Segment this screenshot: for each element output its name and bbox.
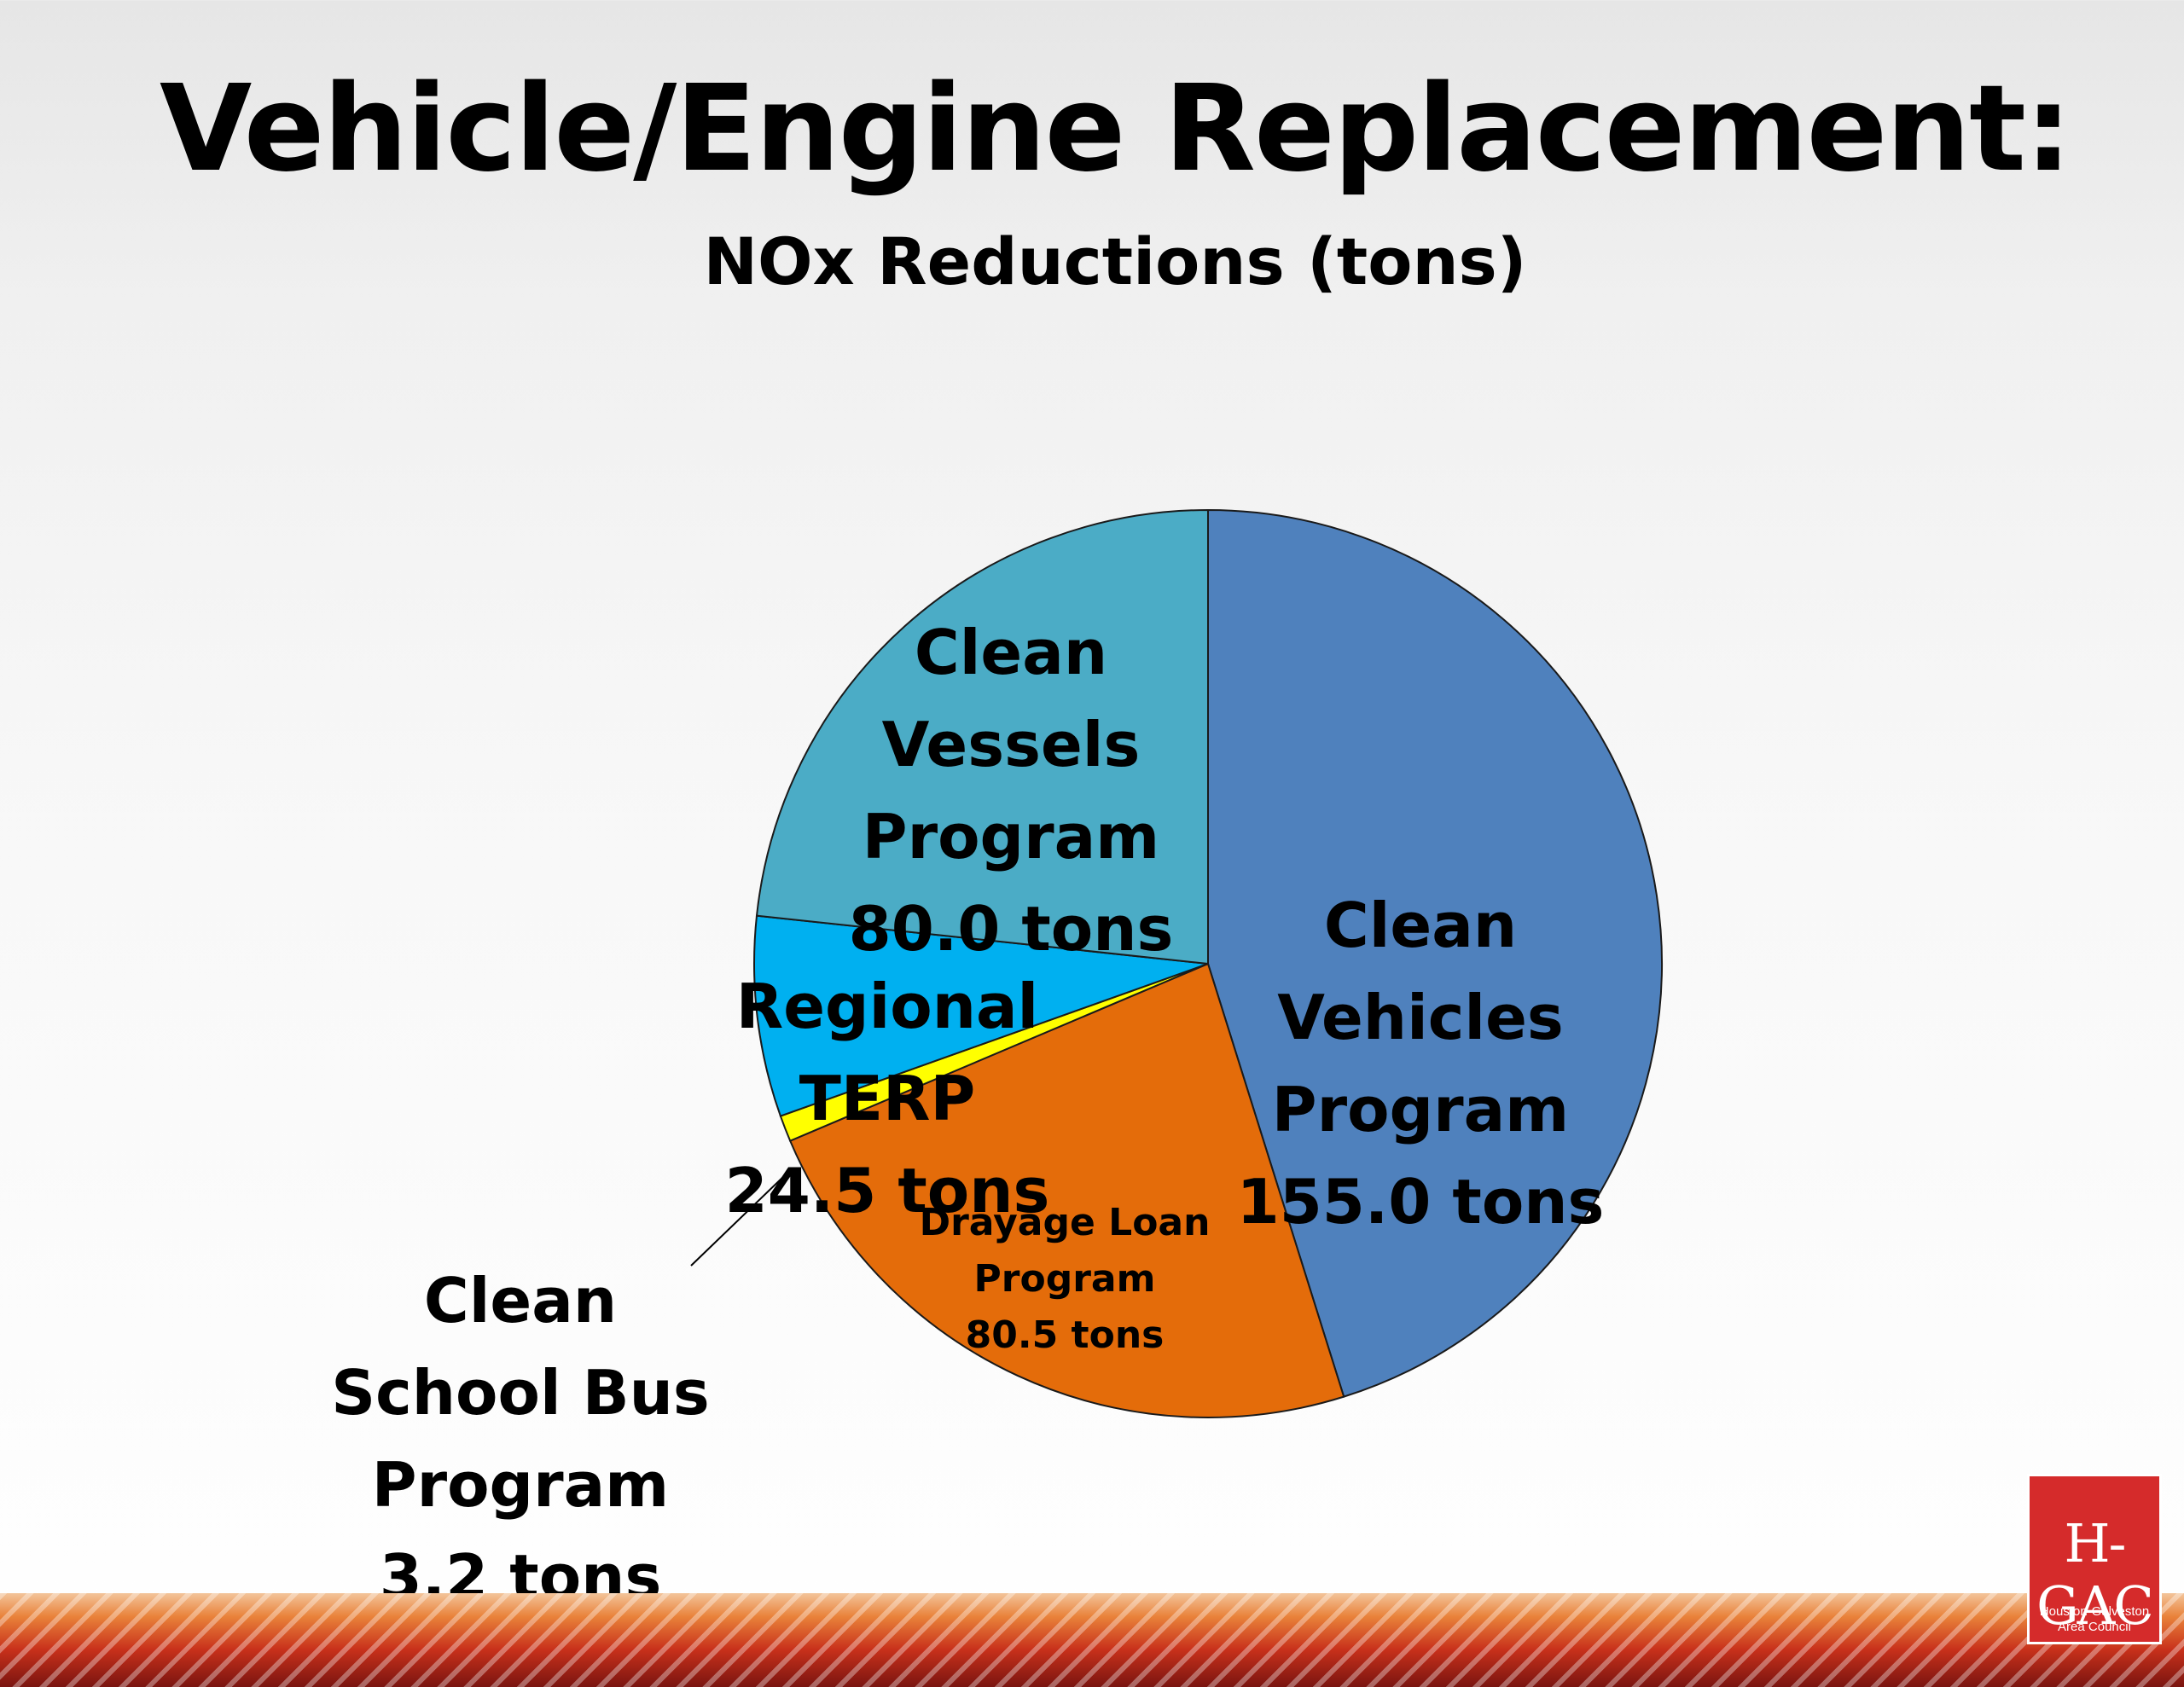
slice-label-clean-vehicles-line: Vehicles bbox=[1277, 982, 1564, 1053]
slice-label-clean-school-bus: Clean School Bus Program 3.2 tons bbox=[331, 1265, 709, 1613]
slide-subtitle: NOx Reductions (tons) bbox=[703, 223, 1527, 299]
slice-label-clean-vehicles-line: Program bbox=[1272, 1074, 1569, 1145]
slice-label-drayage-loan-line: Program bbox=[974, 1257, 1156, 1301]
pie-slice-1 bbox=[788, 962, 1345, 1418]
pie-slice-4 bbox=[755, 508, 1209, 965]
slice-label-regional-terp-line: Regional bbox=[736, 971, 1038, 1042]
slice-label-clean-vessels: Clean Vessels Program 80.0 tons bbox=[849, 617, 1174, 965]
leader-line-clean-school-bus bbox=[690, 1174, 786, 1267]
hgac-logo: H-GAC Houston-Galveston Area Council bbox=[2027, 1474, 2162, 1644]
slice-label-clean-vessels-line: 80.0 tons bbox=[849, 893, 1174, 965]
slice-label-clean-vehicles-line: Clean bbox=[1324, 890, 1517, 961]
slice-label-clean-school-bus-line: Clean bbox=[424, 1265, 617, 1336]
slice-label-clean-vessels-line: Vessels bbox=[882, 709, 1141, 780]
slice-label-regional-terp-line: 24.5 tons bbox=[725, 1155, 1050, 1226]
pie-slice-0 bbox=[1207, 508, 1663, 1398]
slice-label-drayage-loan: Drayage Loan Program 80.5 tons bbox=[920, 1201, 1211, 1357]
slice-label-clean-school-bus-line: Program bbox=[372, 1449, 669, 1521]
slice-label-drayage-loan-line: Drayage Loan bbox=[920, 1201, 1211, 1244]
slide-title: Vehicle/Engine Replacement: bbox=[159, 60, 2072, 199]
footer-decorative-band bbox=[0, 1593, 2184, 1687]
slice-label-clean-vehicles-line: 155.0 tons bbox=[1237, 1166, 1605, 1238]
slice-label-clean-vessels-line: Program bbox=[863, 801, 1159, 872]
slice-label-regional-terp-line: TERP bbox=[799, 1063, 976, 1134]
slice-label-clean-school-bus-line: School Bus bbox=[331, 1357, 709, 1429]
pie-slice-3 bbox=[753, 914, 1209, 1117]
slice-label-regional-terp: Regional TERP 24.5 tons bbox=[725, 971, 1050, 1226]
slice-label-drayage-loan-line: 80.5 tons bbox=[966, 1313, 1165, 1357]
slice-label-clean-vehicles: Clean Vehicles Program 155.0 tons bbox=[1237, 890, 1605, 1238]
hgac-logo-mark: H-GAC bbox=[2036, 1512, 2154, 1637]
hgac-logo-caption: Houston-Galveston Area Council bbox=[2039, 1604, 2150, 1634]
slice-label-clean-vessels-line: Clean bbox=[915, 617, 1107, 688]
